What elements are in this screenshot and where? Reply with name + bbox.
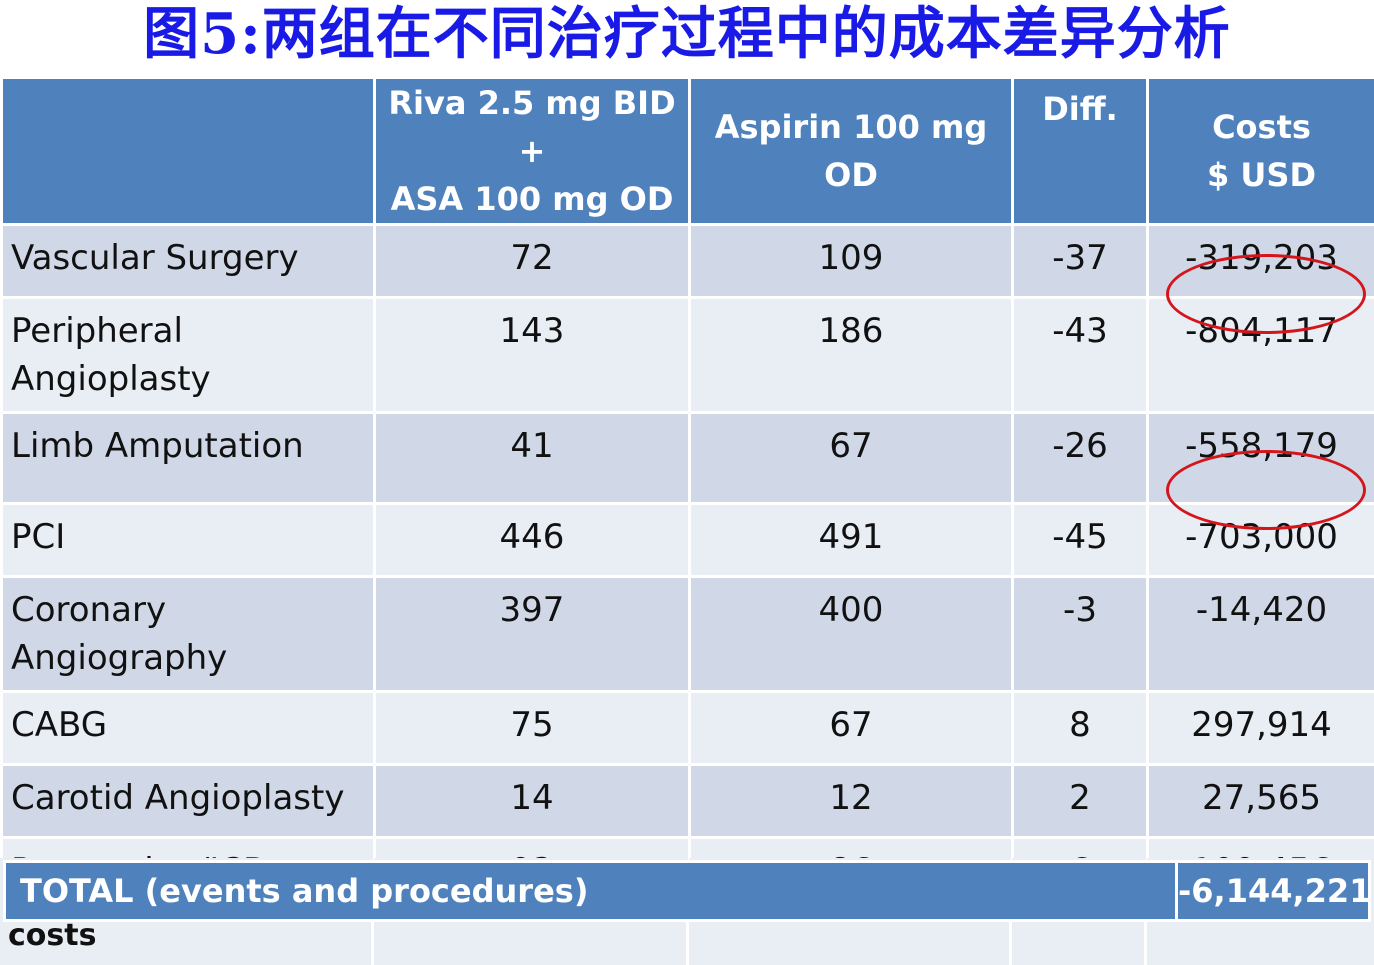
aspirin-cell: 67 — [688, 690, 1014, 766]
cost-cell: 297,914 — [1146, 690, 1374, 766]
header-costs-line1: Costs — [1212, 108, 1311, 146]
row-label-line2: Angioplasty — [11, 359, 211, 399]
header-diff: Diff. — [1011, 76, 1149, 226]
diff-cell: -3 — [1011, 575, 1149, 693]
aspirin-cell: 109 — [688, 223, 1014, 299]
total-row: TOTAL (events and procedures) -6,144,221 — [3, 860, 1371, 922]
row-label-line1: Carotid Angioplasty — [11, 778, 345, 818]
row-label-line2: Angiography — [11, 638, 228, 678]
table-header-row: Riva 2.5 mg BID + ASA 100 mg OD Aspirin … — [0, 76, 1374, 226]
cost-cell: -14,420 — [1146, 575, 1374, 693]
header-costs: Costs $ USD — [1146, 76, 1374, 226]
row-label: PCI — [0, 502, 376, 578]
partial-row-label: costs — [8, 918, 97, 953]
header-diff-label: Diff. — [1042, 90, 1118, 128]
table-row: PCI 446 491 -45 -703,000 — [0, 502, 1374, 578]
aspirin-cell: 67 — [688, 411, 1014, 505]
highlight-circle-peripheral — [1166, 254, 1366, 334]
table-row: Carotid Angioplasty 14 12 2 27,565 — [0, 763, 1374, 839]
diff-cell: -43 — [1011, 296, 1149, 414]
cost-cell: 27,565 — [1146, 763, 1374, 839]
page-title: 图5:两组在不同治疗过程中的成本差异分析 — [143, 1, 1231, 67]
riva-cell: 397 — [373, 575, 691, 693]
row-label-line1: Vascular Surgery — [11, 238, 299, 278]
diff-cell: -37 — [1011, 223, 1149, 299]
total-value: -6,144,221 — [1178, 872, 1372, 910]
total-label: TOTAL (events and procedures) — [6, 863, 1178, 919]
aspirin-cell: 400 — [688, 575, 1014, 693]
riva-cell: 446 — [373, 502, 691, 578]
riva-cell: 41 — [373, 411, 691, 505]
row-label: Limb Amputation — [0, 411, 376, 505]
table-row: Vascular Surgery 72 109 -37 -319,203 — [0, 223, 1374, 299]
header-aspirin-line1: Aspirin 100 mg — [714, 108, 988, 146]
aspirin-cell: 186 — [688, 296, 1014, 414]
header-riva-line2: ASA 100 mg OD — [390, 180, 674, 218]
aspirin-cell: 12 — [688, 763, 1014, 839]
header-riva-line1: Riva 2.5 mg BID + — [388, 84, 676, 170]
riva-cell: 143 — [373, 296, 691, 414]
diff-cell: 2 — [1011, 763, 1149, 839]
row-label-line1: CABG — [11, 705, 108, 745]
header-aspirin-line2: OD — [824, 156, 878, 194]
riva-cell: 72 — [373, 223, 691, 299]
row-label: Coronary Angiography — [0, 575, 376, 693]
row-label: Peripheral Angioplasty — [0, 296, 376, 414]
row-label-line1: Peripheral — [11, 311, 183, 351]
aspirin-cell: 491 — [688, 502, 1014, 578]
diff-cell: 8 — [1011, 690, 1149, 766]
table-row: Coronary Angiography 397 400 -3 -14,420 — [0, 575, 1374, 693]
riva-cell: 14 — [373, 763, 691, 839]
row-label: Vascular Surgery — [0, 223, 376, 299]
row-label-line1: Limb Amputation — [11, 426, 304, 466]
diff-cell: -26 — [1011, 411, 1149, 505]
riva-cell: 75 — [373, 690, 691, 766]
diff-cell: -45 — [1011, 502, 1149, 578]
row-label: CABG — [0, 690, 376, 766]
header-riva: Riva 2.5 mg BID + ASA 100 mg OD — [373, 76, 691, 226]
row-label-line1: PCI — [11, 517, 66, 557]
row-label-line1: Coronary — [11, 590, 167, 630]
table-row: CABG 75 67 8 297,914 — [0, 690, 1374, 766]
row-label: Carotid Angioplasty — [0, 763, 376, 839]
header-costs-line2: $ USD — [1207, 156, 1316, 194]
header-blank — [0, 76, 376, 226]
header-aspirin: Aspirin 100 mg OD — [688, 76, 1014, 226]
table-row: Peripheral Angioplasty 143 186 -43 -804,… — [0, 296, 1374, 414]
highlight-circle-pci — [1166, 450, 1366, 530]
